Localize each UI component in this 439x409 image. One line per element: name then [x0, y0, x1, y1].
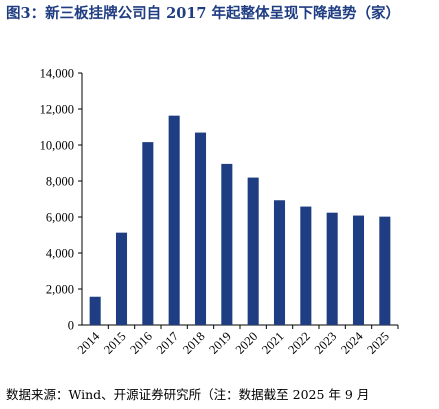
x-tick-label: 2022	[285, 329, 313, 357]
chart-bars	[89, 115, 391, 325]
x-axis-ticks: 2014201520162017201820192020202120222023…	[75, 325, 399, 357]
y-tick-label: 2,000	[46, 283, 74, 297]
bar	[352, 215, 365, 325]
bar	[194, 132, 207, 325]
bar	[142, 142, 154, 325]
bar	[300, 206, 312, 325]
x-tick-label: 2023	[312, 329, 340, 357]
x-tick-label: 2024	[338, 329, 366, 357]
chart-axes	[81, 73, 398, 326]
y-tick-label: 4,000	[46, 247, 74, 261]
y-tick-label: 12,000	[40, 103, 74, 117]
x-tick-label: 2018	[180, 329, 208, 357]
x-tick-label: 2017	[154, 329, 182, 357]
bar	[247, 177, 259, 325]
chart-title: 图3：新三板挂牌公司自 2017 年起整体呈现下降趋势（家）	[6, 5, 401, 22]
y-tick-label: 8,000	[46, 175, 74, 189]
bar	[168, 115, 180, 325]
bar	[89, 296, 101, 325]
y-axis-ticks: 0 2,000 4,000 6,000 8,000 10,000 12,000 14,000	[40, 67, 82, 333]
y-tick-label: 0	[68, 319, 74, 333]
bar	[379, 216, 391, 325]
x-tick-label: 2020	[233, 329, 261, 357]
bar	[115, 232, 128, 325]
source-note: 数据来源：Wind、开源证券研究所（注：数据截至 2025 年 9 月	[6, 387, 370, 402]
y-tick-label: 14,000	[40, 67, 74, 81]
x-tick-label: 2021	[259, 329, 287, 357]
x-tick-label: 2019	[206, 329, 234, 357]
bar	[221, 163, 233, 325]
bar	[273, 200, 286, 325]
y-tick-label: 10,000	[40, 139, 74, 153]
y-tick-label: 6,000	[46, 211, 74, 225]
x-tick-label: 2016	[127, 329, 155, 357]
x-tick-label: 2025	[364, 329, 392, 357]
bar	[326, 212, 338, 325]
x-tick-label: 2014	[75, 329, 103, 357]
x-tick-label: 2015	[101, 329, 129, 357]
